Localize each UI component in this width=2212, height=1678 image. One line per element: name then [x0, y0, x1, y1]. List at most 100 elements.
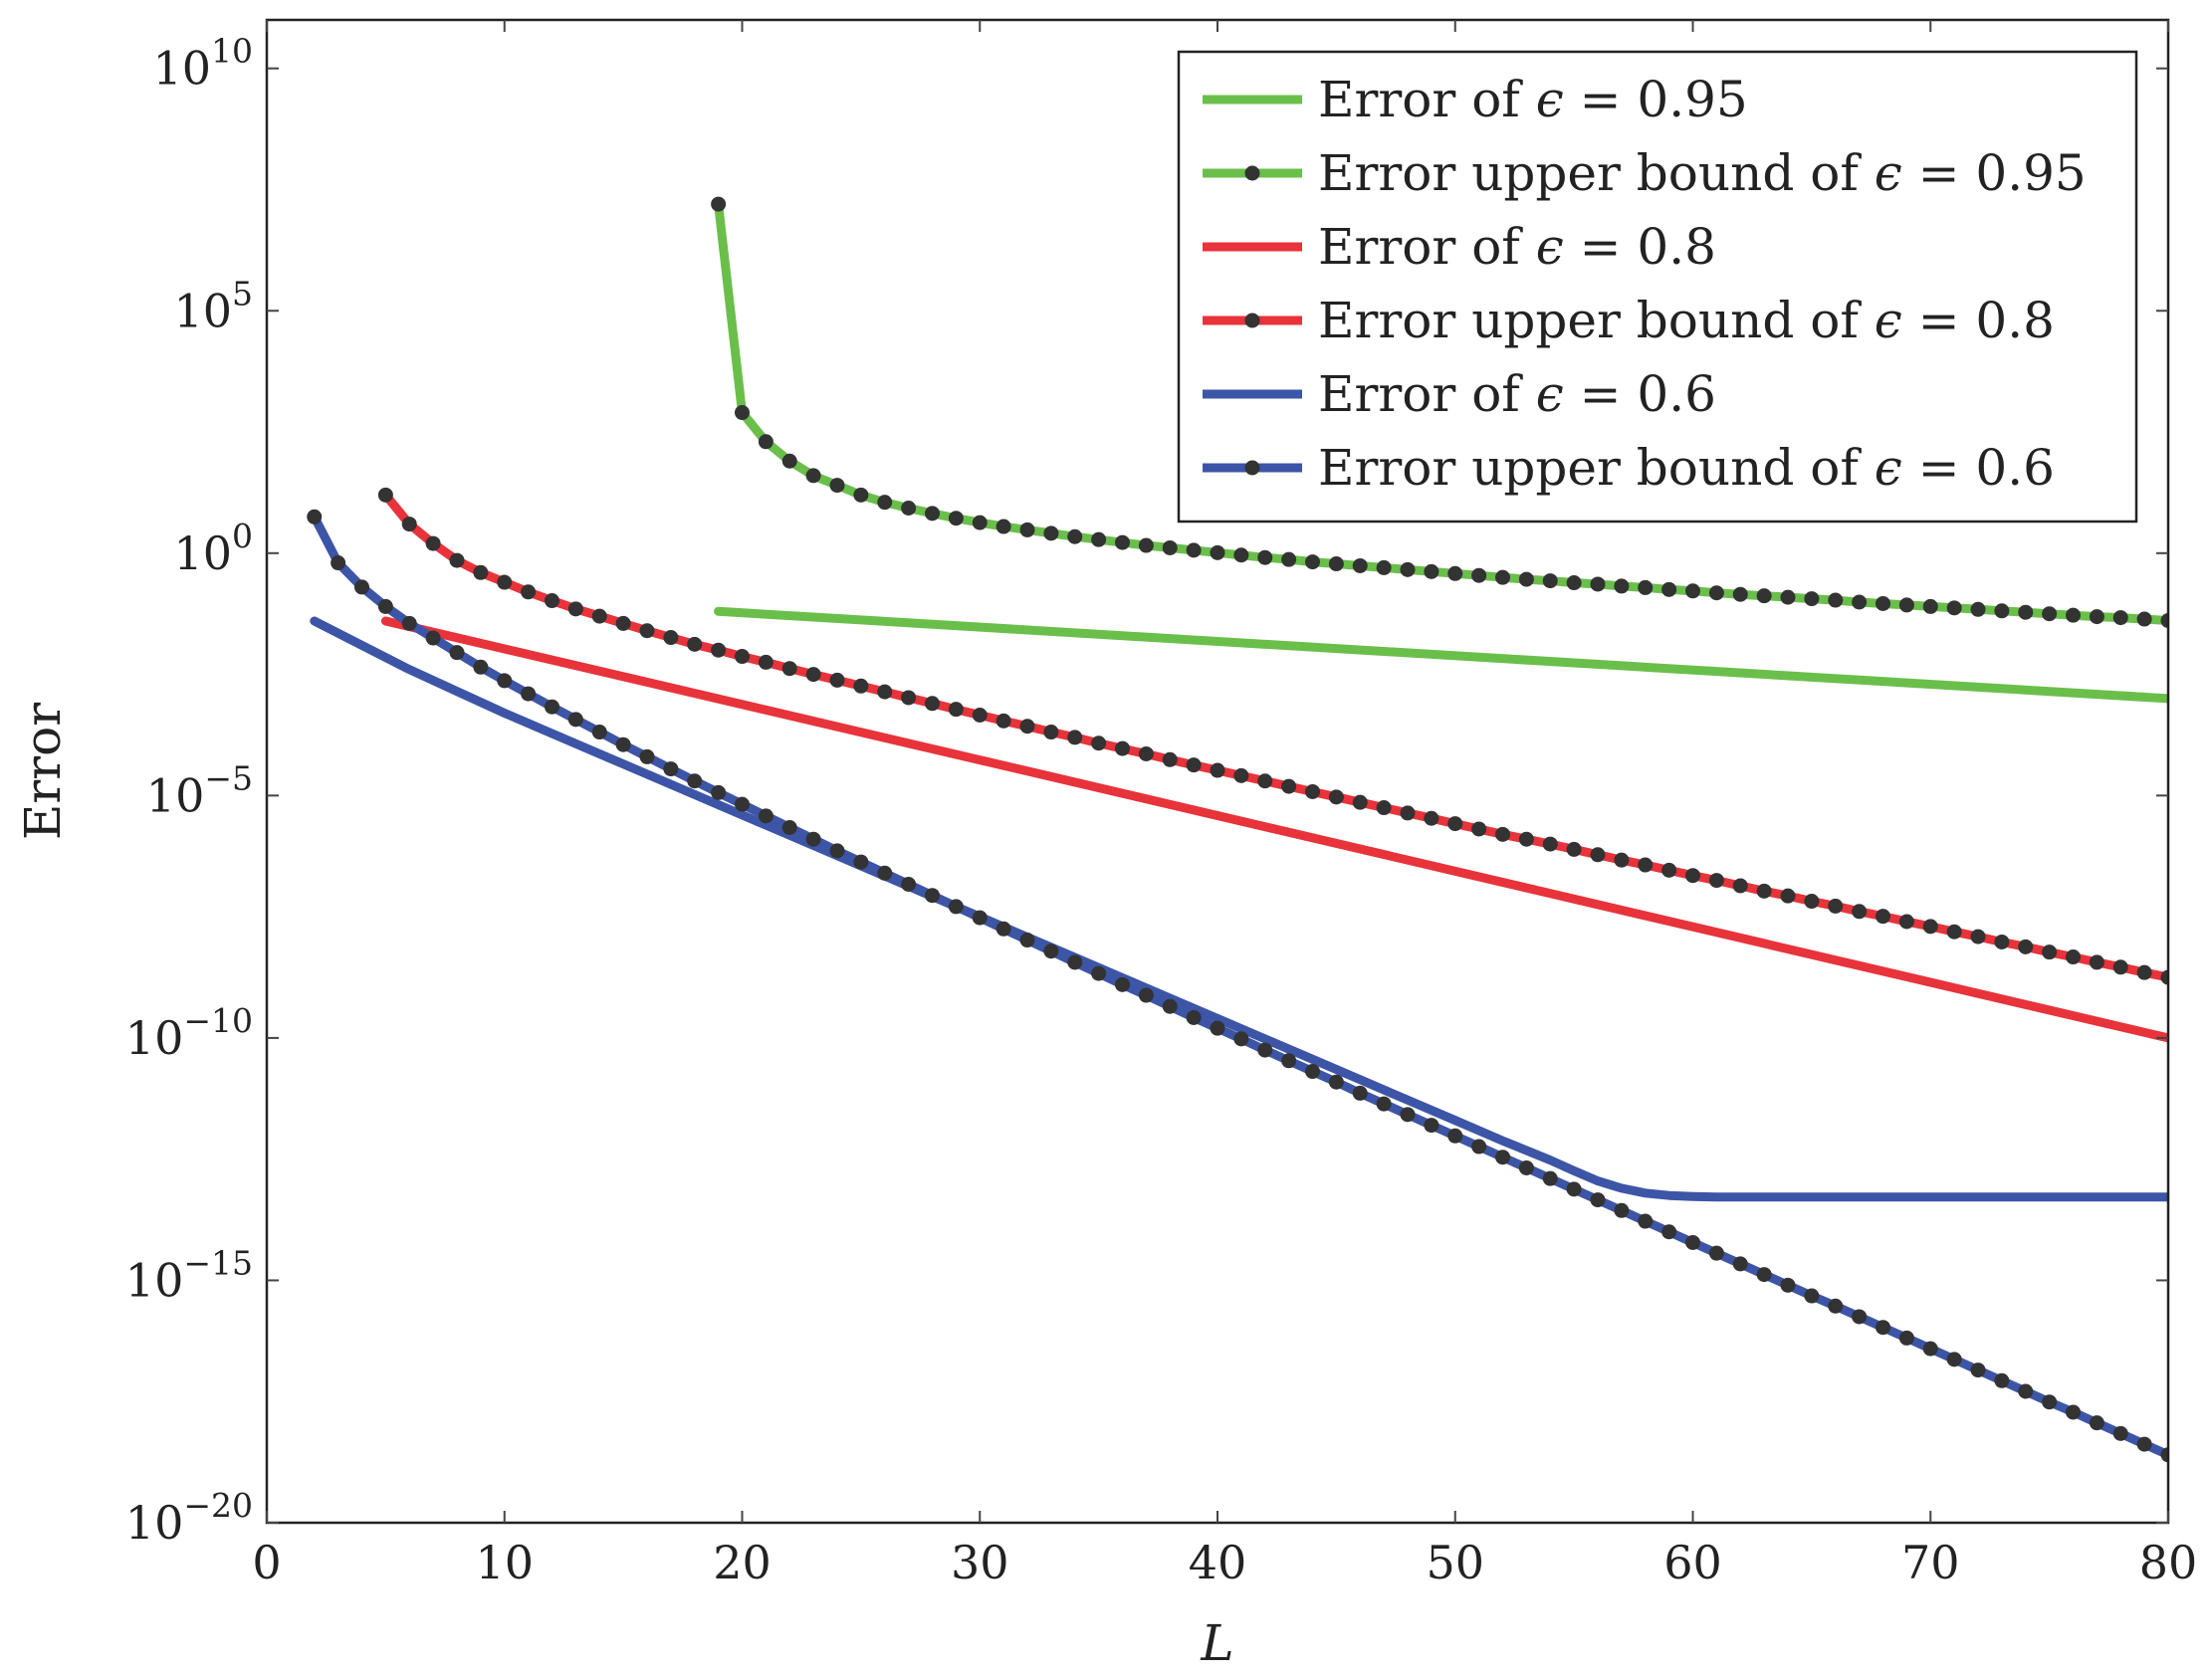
data-point — [1852, 594, 1868, 610]
data-point — [901, 690, 917, 706]
data-point — [853, 678, 869, 694]
data-point — [877, 865, 893, 881]
data-point — [2018, 604, 2034, 620]
y-tick-label: 10−5 — [146, 758, 253, 822]
data-point — [1162, 751, 1178, 767]
data-point — [1661, 862, 1677, 878]
data-point — [377, 487, 393, 503]
data-point — [521, 584, 537, 600]
x-tick-label: 80 — [2139, 1536, 2198, 1589]
data-point — [925, 506, 940, 522]
data-point — [1756, 1267, 1772, 1283]
data-point — [1970, 601, 1986, 617]
data-point — [1780, 1277, 1796, 1293]
data-point — [1186, 757, 1202, 773]
data-point — [473, 564, 489, 580]
data-point — [877, 684, 893, 700]
data-point — [401, 615, 417, 631]
legend-entry: Error of ϵ = 0.8 — [1203, 218, 1716, 276]
data-point — [1661, 581, 1677, 597]
data-point — [1495, 1150, 1510, 1165]
data-point — [1804, 894, 1820, 910]
x-axis: 0 10 20 30 40 50 60 70 80 — [252, 20, 2197, 1589]
data-point — [735, 649, 750, 665]
x-axis-label: L — [1200, 1614, 1233, 1672]
x-tick-label: 0 — [252, 1536, 281, 1589]
data-point — [925, 696, 940, 712]
data-point — [1352, 557, 1368, 573]
data-point — [1019, 522, 1035, 537]
data-point — [781, 661, 797, 677]
data-point — [1091, 735, 1107, 751]
y-tick-label: 1010 — [152, 32, 253, 96]
data-point — [1804, 1288, 1820, 1304]
data-point — [925, 888, 940, 904]
x-tick-label: 60 — [1663, 1536, 1722, 1589]
data-point — [1732, 586, 1748, 602]
data-point — [663, 630, 679, 646]
data-point — [1518, 1159, 1534, 1175]
data-point — [972, 515, 988, 530]
data-point — [2018, 1383, 2034, 1399]
data-point — [2160, 613, 2168, 629]
data-point — [1804, 591, 1820, 607]
data-point — [781, 453, 797, 469]
data-point — [948, 899, 964, 915]
data-point — [615, 615, 631, 631]
data-point — [1400, 561, 1416, 577]
data-point — [1376, 800, 1392, 816]
data-point — [948, 511, 964, 526]
data-point — [1115, 976, 1130, 992]
data-point — [1542, 836, 1558, 852]
data-point — [567, 601, 583, 617]
data-point — [1400, 805, 1416, 821]
data-point — [711, 196, 727, 212]
series-error-upper-bound-of-0-95 — [711, 196, 2168, 629]
series-error-of-0-8 — [380, 616, 2168, 1043]
data-point — [1614, 1202, 1630, 1218]
data-point — [545, 593, 559, 609]
data-point — [307, 509, 323, 524]
data-point — [805, 831, 821, 847]
data-point — [401, 517, 417, 532]
data-point — [1162, 998, 1178, 1014]
data-point — [2066, 607, 2081, 623]
data-point — [758, 434, 774, 450]
data-point — [1257, 1042, 1273, 1058]
data-point — [1328, 789, 1344, 805]
data-point — [663, 761, 679, 777]
data-point — [1091, 965, 1107, 981]
data-point — [545, 699, 559, 715]
data-point — [2066, 1404, 2081, 1420]
data-point — [1019, 719, 1035, 734]
data-point — [1638, 1213, 1654, 1229]
data-point — [901, 501, 917, 517]
data-point — [1946, 1352, 1962, 1367]
series-line — [310, 616, 2168, 1202]
data-point — [1424, 563, 1439, 579]
data-point — [1756, 883, 1772, 899]
data-point — [1328, 1074, 1344, 1090]
data-point — [1661, 1224, 1677, 1240]
data-point — [1257, 549, 1273, 565]
data-point — [354, 579, 369, 595]
data-point — [1424, 810, 1439, 826]
data-point — [1828, 1298, 1844, 1314]
data-point — [1708, 873, 1724, 889]
legend-entry: Error upper bound of ϵ = 0.8 — [1203, 292, 2055, 349]
legend-label: Error of ϵ = 0.6 — [1318, 365, 1716, 423]
data-point — [853, 487, 869, 503]
data-point — [1495, 569, 1510, 585]
data-point — [2042, 944, 2058, 960]
data-point — [1328, 556, 1344, 572]
data-point — [1970, 1363, 1986, 1378]
data-point — [473, 659, 489, 675]
data-point — [1091, 531, 1107, 547]
data-point — [1876, 595, 1890, 611]
data-point — [1852, 1309, 1868, 1325]
data-point — [1233, 1031, 1249, 1047]
data-point — [995, 713, 1011, 729]
legend-label: Error upper bound of ϵ = 0.8 — [1318, 292, 2055, 349]
data-point — [1162, 539, 1178, 555]
data-point — [972, 707, 988, 723]
